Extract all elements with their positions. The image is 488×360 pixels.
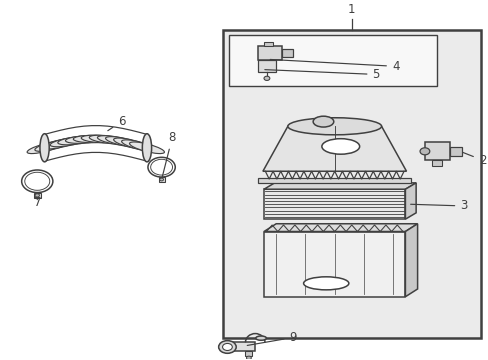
Bar — [257, 60, 276, 72]
Ellipse shape — [129, 142, 164, 154]
Ellipse shape — [35, 140, 70, 151]
Circle shape — [264, 76, 269, 80]
Ellipse shape — [113, 138, 148, 149]
Ellipse shape — [42, 138, 78, 149]
Bar — [449, 147, 462, 156]
Text: 5: 5 — [264, 68, 379, 81]
Bar — [264, 189, 405, 219]
Bar — [245, 351, 252, 356]
Polygon shape — [264, 224, 417, 231]
Text: 9: 9 — [247, 331, 296, 346]
Text: 2: 2 — [462, 152, 485, 167]
Bar — [222, 30, 480, 338]
Text: 8: 8 — [162, 131, 176, 177]
Ellipse shape — [255, 336, 266, 340]
Bar — [424, 143, 449, 160]
Bar — [228, 35, 436, 86]
Ellipse shape — [105, 137, 141, 147]
Polygon shape — [264, 183, 415, 189]
Ellipse shape — [73, 135, 110, 143]
Ellipse shape — [50, 137, 86, 147]
Bar — [431, 160, 441, 166]
Polygon shape — [263, 126, 406, 171]
Circle shape — [35, 194, 40, 197]
Polygon shape — [227, 342, 255, 351]
Circle shape — [246, 356, 251, 360]
Ellipse shape — [142, 134, 151, 162]
Text: 7: 7 — [34, 196, 41, 209]
Circle shape — [160, 178, 163, 181]
Circle shape — [222, 343, 232, 351]
Bar — [264, 231, 405, 297]
Bar — [282, 49, 292, 57]
Polygon shape — [405, 183, 415, 219]
Bar — [34, 193, 41, 198]
Ellipse shape — [303, 277, 348, 290]
Ellipse shape — [122, 140, 156, 152]
Ellipse shape — [65, 136, 102, 143]
Bar — [257, 46, 282, 60]
Text: 4: 4 — [270, 59, 399, 73]
Circle shape — [218, 341, 236, 353]
Ellipse shape — [89, 135, 125, 144]
Circle shape — [419, 148, 429, 155]
Ellipse shape — [97, 136, 133, 145]
Bar — [258, 178, 410, 183]
Ellipse shape — [40, 134, 49, 162]
Polygon shape — [405, 224, 417, 297]
Ellipse shape — [287, 118, 381, 135]
Ellipse shape — [58, 136, 94, 145]
Text: 6: 6 — [108, 115, 125, 131]
Text: 3: 3 — [410, 199, 467, 212]
Ellipse shape — [27, 142, 62, 154]
Ellipse shape — [321, 139, 359, 154]
Bar — [158, 177, 164, 182]
Text: 1: 1 — [347, 3, 355, 15]
Ellipse shape — [312, 116, 333, 127]
Ellipse shape — [81, 135, 118, 143]
Bar — [264, 42, 272, 46]
